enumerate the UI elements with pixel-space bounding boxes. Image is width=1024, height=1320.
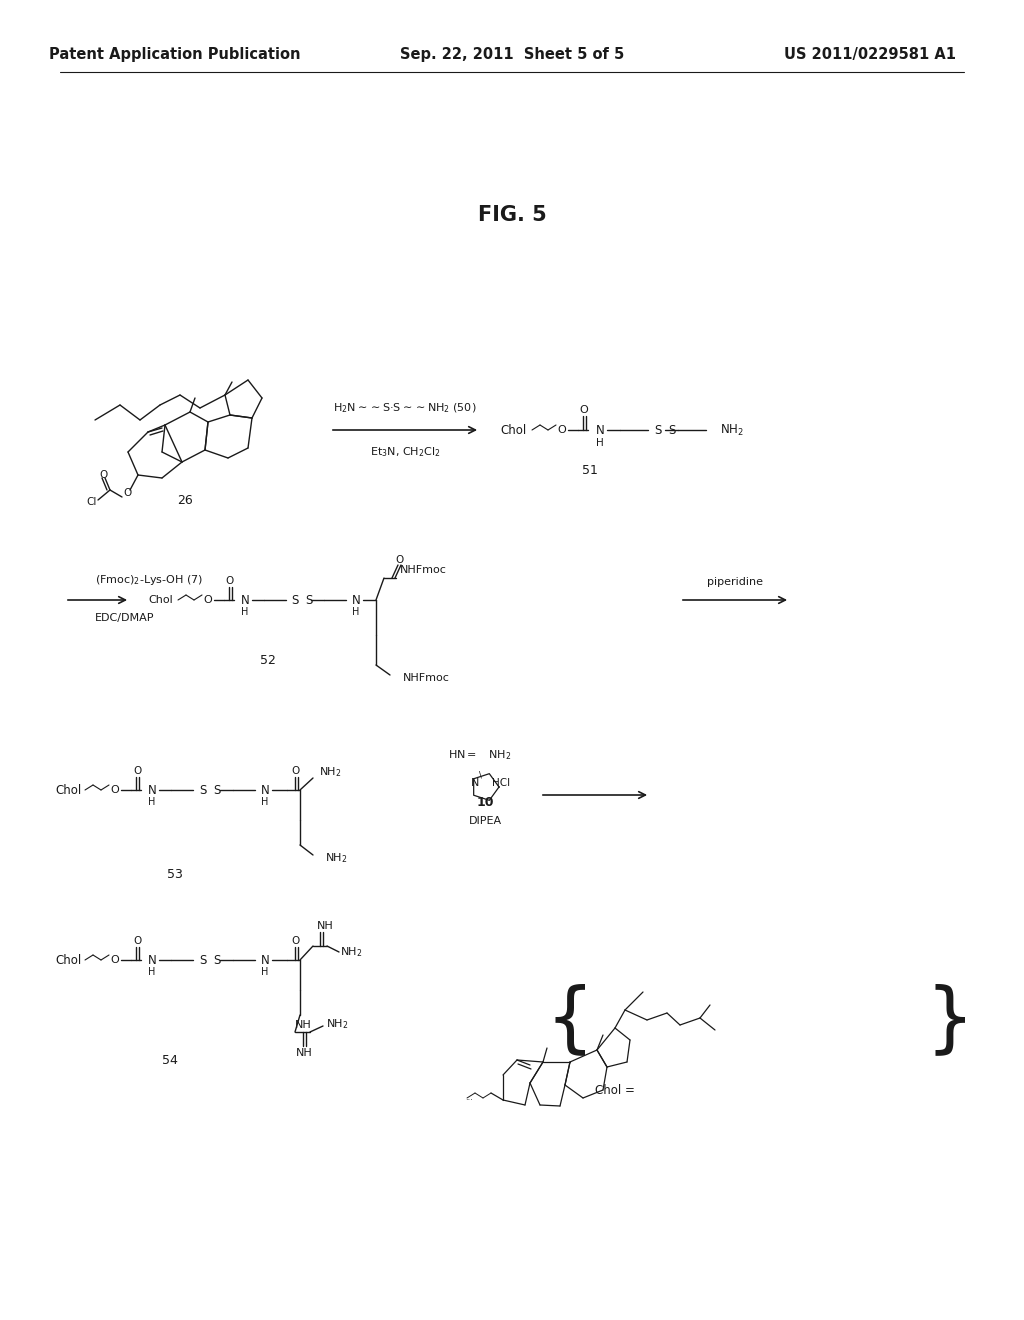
Text: NH: NH (296, 1048, 312, 1059)
Text: 51: 51 (582, 463, 598, 477)
Text: N: N (261, 784, 269, 796)
Text: N: N (147, 953, 157, 966)
Text: O: O (292, 766, 300, 776)
Text: H: H (148, 797, 156, 807)
Text: \: \ (478, 771, 481, 780)
Text: O: O (580, 405, 589, 414)
Text: H: H (261, 797, 268, 807)
Text: O: O (204, 595, 212, 605)
Text: }: } (926, 983, 974, 1057)
Text: H: H (148, 968, 156, 977)
Text: Chol =: Chol = (595, 1084, 635, 1097)
Text: piperidine: piperidine (707, 577, 763, 587)
Text: S: S (200, 953, 207, 966)
Text: NH$_2$: NH$_2$ (319, 766, 342, 779)
Text: O: O (100, 470, 109, 480)
Text: O: O (226, 576, 234, 586)
Text: N: N (596, 424, 604, 437)
Text: S: S (200, 784, 207, 796)
Text: NH$_2$: NH$_2$ (340, 945, 362, 958)
Text: NHFmoc: NHFmoc (403, 673, 450, 682)
Text: H: H (261, 968, 268, 977)
Text: O: O (133, 936, 141, 946)
Text: Patent Application Publication: Patent Application Publication (49, 48, 301, 62)
Text: O: O (292, 936, 300, 946)
Text: N: N (261, 953, 269, 966)
Text: O: O (395, 554, 403, 565)
Text: EDC/DMAP: EDC/DMAP (95, 612, 155, 623)
Text: Cl: Cl (87, 498, 97, 507)
Text: 10: 10 (476, 796, 494, 809)
Text: O: O (124, 488, 132, 498)
Text: O: O (558, 425, 566, 436)
Text: O: O (111, 954, 120, 965)
Text: 53: 53 (167, 869, 183, 882)
Text: H: H (596, 438, 604, 447)
Text: N: N (147, 784, 157, 796)
Text: O: O (111, 785, 120, 795)
Text: 54: 54 (162, 1053, 178, 1067)
Text: H: H (352, 607, 359, 616)
Text: NH: NH (316, 921, 334, 931)
Text: O: O (133, 766, 141, 776)
Text: N: N (241, 594, 250, 606)
Text: S: S (213, 953, 220, 966)
Text: ...: ... (465, 1093, 473, 1102)
Text: S: S (654, 424, 662, 437)
Text: H$_2$N$\mathsf{\sim\sim}$S·S$\mathsf{\sim\sim}$NH$_2$ (50): H$_2$N$\mathsf{\sim\sim}$S·S$\mathsf{\si… (333, 401, 477, 414)
Text: HN$\mathsf{=}$   NH$_2$: HN$\mathsf{=}$ NH$_2$ (449, 748, 512, 762)
Text: Chol: Chol (500, 424, 526, 437)
Text: Chol: Chol (55, 953, 81, 966)
Text: N: N (351, 594, 360, 606)
Text: NH$_2$: NH$_2$ (720, 422, 743, 437)
Text: (Fmoc)$_2$-Lys-OH (7): (Fmoc)$_2$-Lys-OH (7) (95, 573, 204, 587)
Text: Chol: Chol (148, 595, 173, 605)
Text: HCl: HCl (492, 777, 510, 788)
Text: 52: 52 (260, 653, 275, 667)
Text: {: { (546, 983, 594, 1057)
Text: S: S (668, 424, 676, 437)
Text: Et$_3$N, CH$_2$Cl$_2$: Et$_3$N, CH$_2$Cl$_2$ (370, 445, 440, 459)
Text: NH: NH (295, 1020, 311, 1030)
Text: N: N (471, 777, 479, 788)
Text: FIG. 5: FIG. 5 (477, 205, 547, 224)
Text: H: H (242, 607, 249, 616)
Text: S: S (305, 594, 312, 606)
Text: Chol: Chol (55, 784, 81, 796)
Text: DIPEA: DIPEA (468, 816, 502, 826)
Text: S: S (213, 784, 220, 796)
Text: NH$_2$: NH$_2$ (326, 1018, 348, 1031)
Text: US 2011/0229581 A1: US 2011/0229581 A1 (784, 48, 956, 62)
Text: NHFmoc: NHFmoc (400, 565, 446, 576)
Text: Sep. 22, 2011  Sheet 5 of 5: Sep. 22, 2011 Sheet 5 of 5 (400, 48, 624, 62)
Text: 26: 26 (177, 494, 193, 507)
Text: S: S (291, 594, 299, 606)
Text: NH$_2$: NH$_2$ (325, 851, 347, 865)
